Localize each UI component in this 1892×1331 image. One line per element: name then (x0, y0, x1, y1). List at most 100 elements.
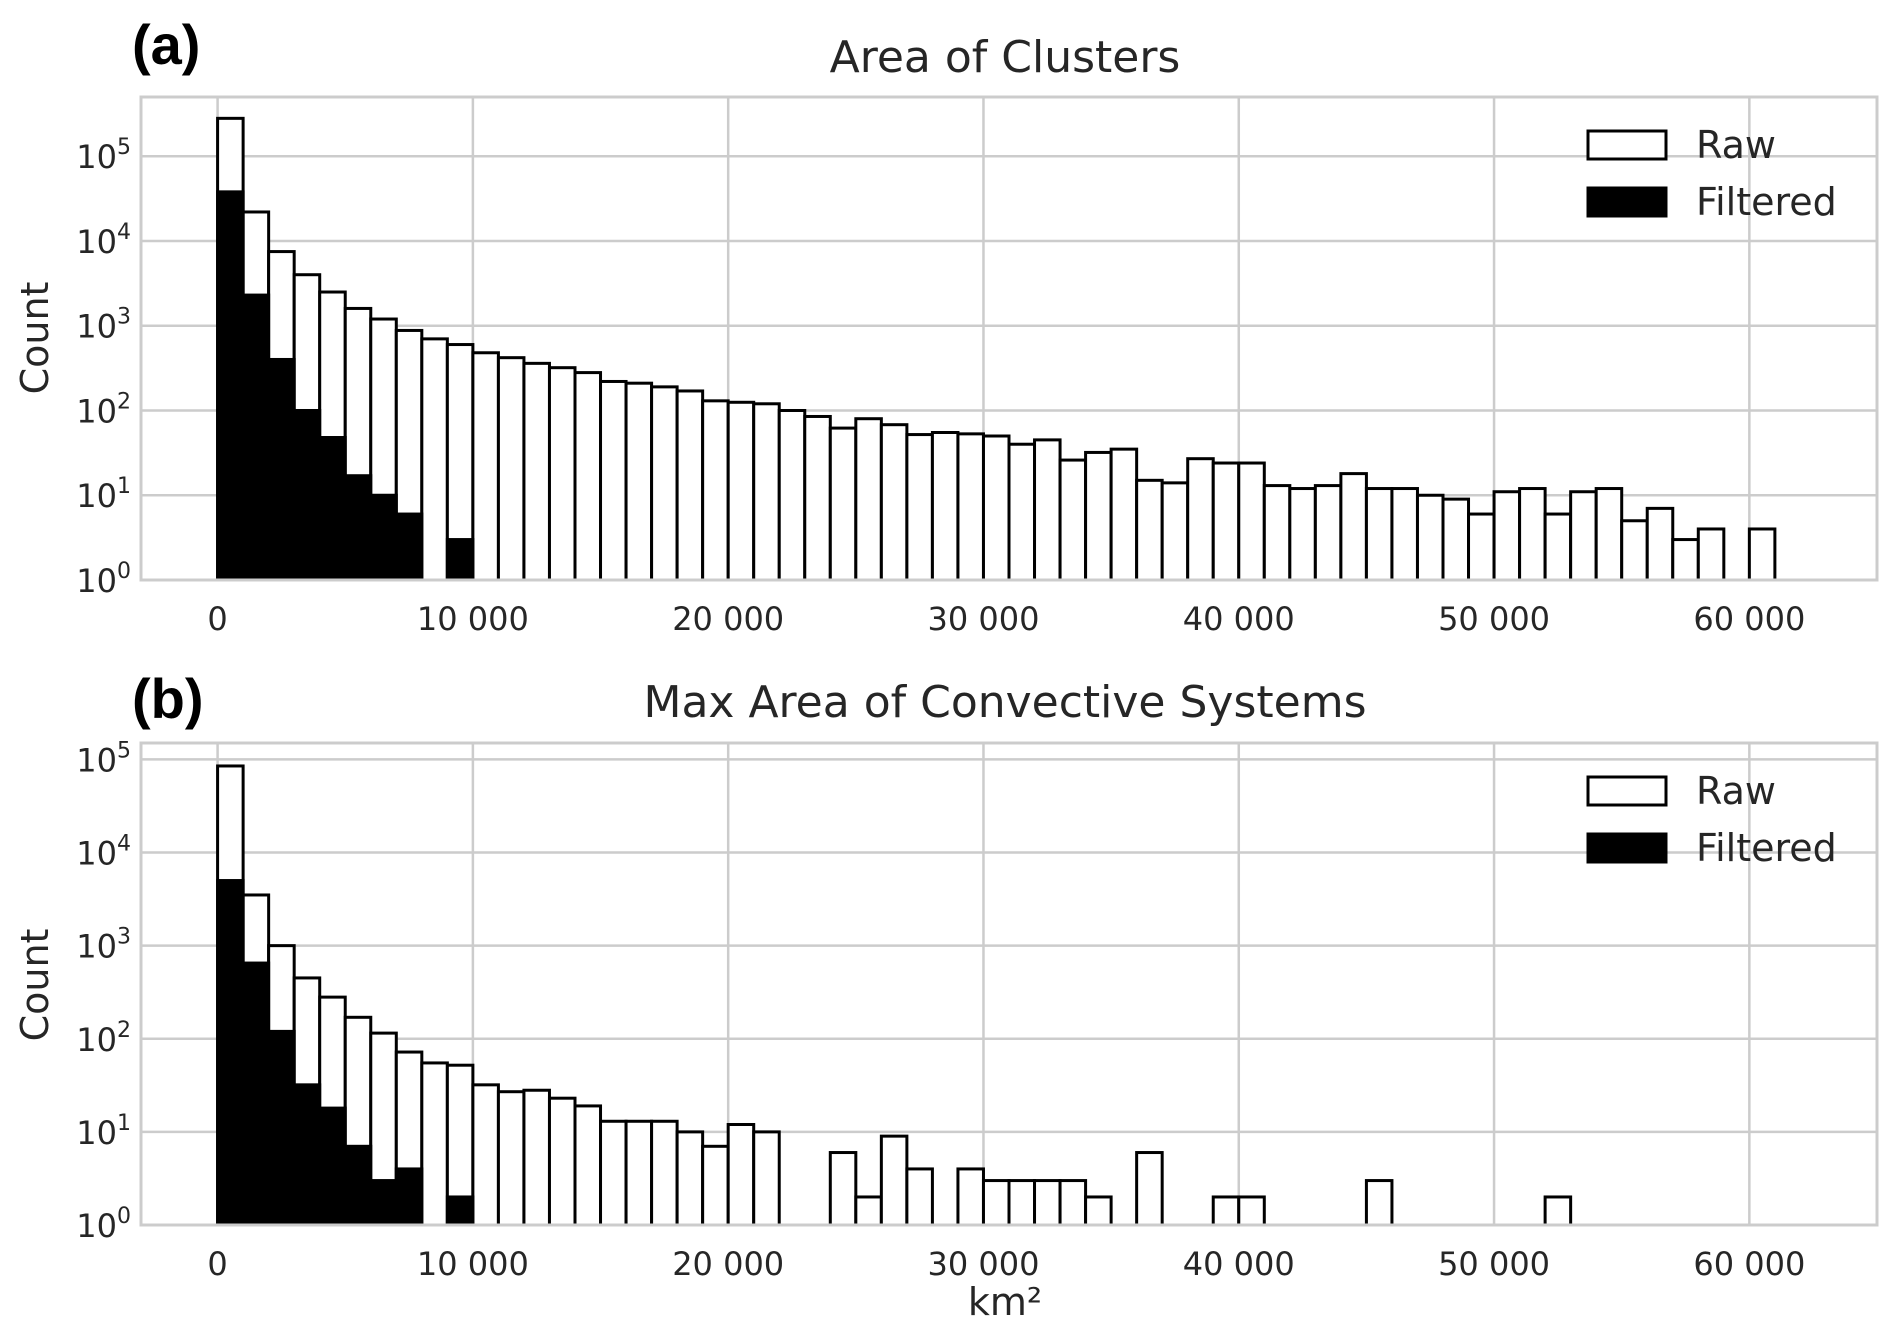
raw-bar (522, 361, 551, 582)
raw-bar (1237, 461, 1266, 582)
y-tick-label: 100 (76, 1204, 131, 1245)
raw-bar (1364, 1179, 1394, 1227)
legend-swatch-raw (1586, 775, 1668, 807)
raw-bar (1747, 527, 1777, 582)
raw-bar (1390, 487, 1419, 582)
raw-bar (1084, 450, 1113, 582)
raw-bar (1620, 519, 1649, 582)
raw-bar (1160, 481, 1190, 582)
raw-bar (752, 402, 781, 582)
raw-bar (1288, 487, 1317, 582)
raw-bar (701, 399, 730, 582)
raw-bar (1109, 447, 1139, 582)
x-tick-label: 0 (207, 600, 227, 638)
y-tick-label: 102 (76, 389, 131, 430)
legend-label-filtered: Filtered (1696, 180, 1837, 224)
raw-bar (803, 414, 832, 582)
filtered-bar (267, 1029, 296, 1227)
raw-bar (879, 423, 909, 582)
raw-bar (471, 1083, 500, 1227)
raw-bar (573, 1104, 603, 1227)
raw-bar (496, 1090, 526, 1227)
x-tick-label: 20 000 (672, 600, 784, 638)
raw-bar (1671, 538, 1700, 582)
raw-bar (828, 426, 858, 582)
raw-bar (1313, 484, 1343, 582)
raw-bar (879, 1134, 909, 1227)
raw-bar (420, 337, 449, 582)
panel-b: (b) Max Area of Convective Systems Count… (13, 667, 1879, 1324)
filtered-bar (343, 474, 373, 582)
legend-swatch-filtered (1586, 186, 1668, 218)
raw-bar (1084, 1195, 1113, 1227)
chart-title-b: Max Area of Convective Systems (644, 677, 1367, 728)
raw-bar (777, 408, 807, 582)
raw-bar (1594, 487, 1624, 582)
x-tick-label: 10 000 (417, 600, 529, 638)
x-tick-label: 50 000 (1438, 600, 1550, 638)
raw-bar (726, 1123, 756, 1227)
filtered-bar (369, 493, 398, 582)
raw-bar (956, 1167, 985, 1227)
plot-frame (139, 741, 1879, 1227)
filtered-bar (241, 293, 271, 582)
raw-bar (1007, 1179, 1037, 1227)
raw-bar (1415, 493, 1445, 582)
raw-bar (522, 1088, 551, 1227)
x-tick-label: 30 000 (927, 600, 1039, 638)
x-tick-label: 20 000 (672, 1245, 784, 1283)
raw-bar (1211, 461, 1241, 582)
x-tick-label: 60 000 (1693, 600, 1805, 638)
x-tick-label: 10 000 (417, 1245, 529, 1283)
filtered-bar (267, 357, 296, 582)
y-tick-label: 100 (76, 559, 131, 600)
raw-bar (1441, 497, 1471, 582)
raw-bar (905, 433, 934, 582)
filtered-bar (394, 1167, 424, 1227)
raw-bar (1058, 458, 1088, 582)
raw-bar (1135, 478, 1164, 582)
raw-bar (1033, 438, 1062, 582)
y-tick-label: 103 (76, 925, 131, 966)
filtered-bar (318, 1106, 347, 1227)
raw-bar (1543, 1195, 1573, 1227)
plot-frame (139, 95, 1879, 582)
raw-bar (1543, 512, 1573, 582)
raw-bar (496, 356, 526, 582)
raw-bar (624, 381, 654, 582)
filtered-bar (241, 961, 271, 1227)
y-tick-label: 105 (76, 135, 131, 176)
raw-bar (701, 1144, 730, 1227)
raw-bar (599, 1119, 628, 1227)
raw-bar (981, 1179, 1011, 1227)
raw-bar (1237, 1195, 1266, 1227)
y-tick-label: 101 (76, 474, 131, 515)
raw-bar (854, 1195, 883, 1227)
raw-bar (1211, 1195, 1241, 1227)
raw-bar (1518, 487, 1547, 582)
legend-swatch-raw (1586, 129, 1668, 161)
x-axis-label: km² (968, 1280, 1042, 1324)
raw-bar (1467, 512, 1496, 582)
x-tick-label: 60 000 (1693, 1245, 1805, 1283)
raw-bar (420, 1061, 449, 1227)
raw-bar (547, 366, 577, 582)
y-tick-label: 101 (76, 1111, 131, 1152)
raw-bar (1007, 442, 1037, 582)
filtered-bar (318, 436, 347, 582)
y-tick-label: 104 (76, 832, 131, 873)
panel-label-a: (a) (132, 13, 200, 76)
filtered-bar (292, 1083, 322, 1227)
filtered-bar (369, 1179, 398, 1227)
legend-swatch-filtered (1586, 832, 1668, 864)
raw-bar (981, 434, 1011, 582)
raw-bar (624, 1119, 654, 1227)
raw-bar (905, 1167, 934, 1227)
filtered-bar (343, 1144, 373, 1227)
raw-bar (1186, 457, 1215, 582)
legend-label-filtered: Filtered (1696, 826, 1837, 870)
x-tick-label: 40 000 (1183, 600, 1295, 638)
raw-bar (1645, 506, 1675, 582)
raw-bar (650, 1119, 679, 1227)
